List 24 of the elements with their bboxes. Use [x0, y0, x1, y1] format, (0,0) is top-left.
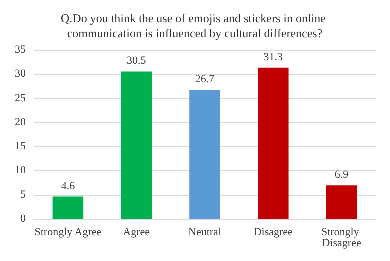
bar: [326, 186, 358, 219]
y-tick-label: 10: [15, 164, 26, 177]
y-tick-label: 25: [15, 92, 26, 104]
data-label: 26.7: [195, 74, 216, 86]
y-tick-label: 5: [20, 188, 26, 201]
data-label: 31.3: [264, 51, 284, 64]
x-tick-label: Neutral: [188, 226, 222, 238]
bar: [258, 68, 289, 219]
y-tick-label: 20: [15, 116, 26, 128]
bar: [190, 90, 220, 219]
bar: [121, 72, 152, 219]
data-label: 30.5: [126, 55, 147, 68]
y-tick-label: 35: [15, 44, 26, 56]
y-tick-label: 30: [15, 68, 26, 80]
x-tick-label: Strongly Disagree: [321, 226, 362, 250]
bar: [52, 196, 84, 219]
y-tick-label: 15: [15, 140, 26, 153]
x-tick-label: Agree: [123, 226, 150, 238]
data-label: 4.6: [61, 180, 76, 192]
y-tick-label: 0: [20, 213, 26, 225]
x-tick-label: Strongly Agree: [34, 226, 102, 238]
x-tick-label: Disagree: [254, 226, 294, 238]
data-label: 6.9: [334, 169, 350, 182]
chart-title: Q.Do you think the use of emojis and stickers in online communication is influenced by cultural differences?: [61, 12, 329, 40]
